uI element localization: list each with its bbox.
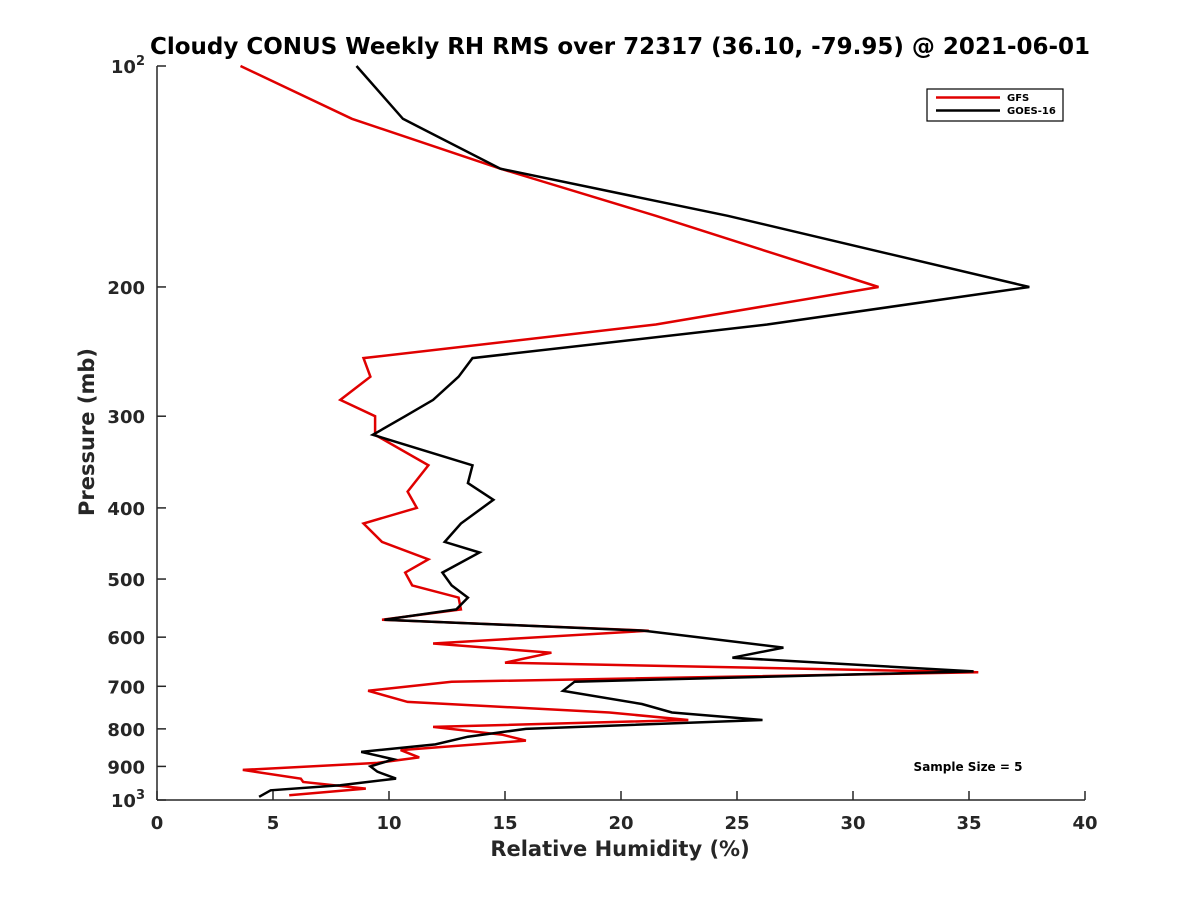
chart-title: Cloudy CONUS Weekly RH RMS over 72317 (3… [150,34,1090,60]
y-tick-label: 400 [107,499,145,520]
y-tick-label: 500 [107,570,145,591]
x-tick-label: 5 [267,813,280,834]
x-tick-label: 15 [492,813,517,834]
series-line-gfs [239,64,979,797]
x-tick-label: 30 [840,813,865,834]
x-tick-label: 25 [724,813,749,834]
legend: GFS GOES-16 [926,88,1064,122]
x-tick-label: 10 [376,813,401,834]
x-tick-label: 35 [956,813,981,834]
x-tick-label: 40 [1072,813,1097,834]
y-tick-label: 200 [107,278,145,299]
x-tick-label: 0 [151,813,164,834]
y-tick-label: 900 [107,757,145,778]
sample-size-annotation: Sample Size = 5 [914,760,1023,774]
y-tick-label: 102 [111,54,145,78]
legend-label-gfs: GFS [1007,93,1029,104]
y-tick-label: 103 [111,788,145,812]
legend-box [926,88,1064,122]
plot-area: 0 5 10 15 20 25 30 35 40 102 200 300 400 500 600 700 800… [107,54,1097,834]
series-line-goes16 [258,65,1030,798]
y-tick-label: 700 [107,677,145,698]
x-tick-label: 20 [608,813,633,834]
y-tick-label: 600 [107,628,145,649]
y-tick-label: 300 [107,407,145,428]
y-axis-label: Pressure (mb) [75,348,99,516]
y-tick-label: 800 [107,720,145,741]
x-axis-label: Relative Humidity (%) [490,837,749,861]
legend-label-goes16: GOES-16 [1007,106,1056,117]
